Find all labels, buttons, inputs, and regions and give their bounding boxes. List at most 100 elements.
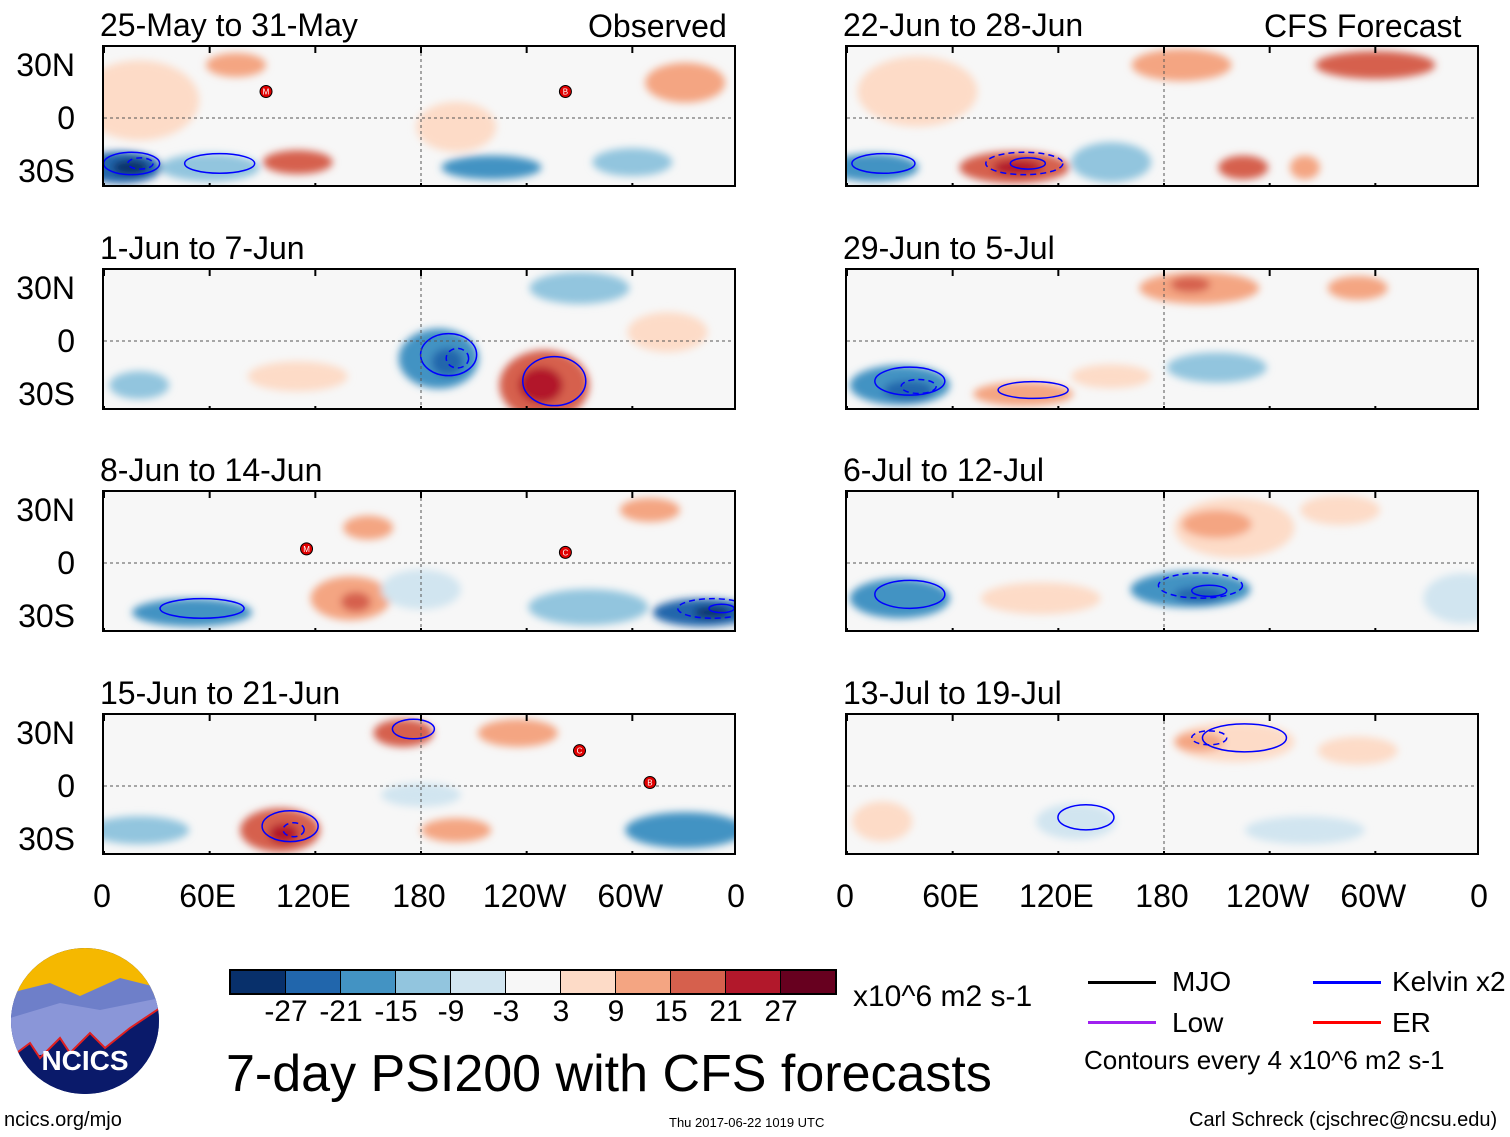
- colorbar-swatch: [671, 971, 726, 993]
- map-panel: [845, 45, 1479, 187]
- legend-mjo-line: [1088, 981, 1156, 984]
- anomaly-region: [1218, 155, 1269, 180]
- colorbar-swatch: [726, 971, 781, 993]
- colorbar-label: -15: [374, 995, 418, 1028]
- anomaly-region: [159, 153, 260, 182]
- anomaly-region: [477, 719, 558, 747]
- kelvin-contour: [851, 152, 916, 175]
- lat-tick-label: 0: [57, 768, 75, 804]
- lat-tick-label: 30S: [18, 376, 75, 412]
- colorbar-swatch: [506, 971, 561, 993]
- map-panel: [845, 268, 1479, 410]
- forecast-column-label: CFS Forecast: [1264, 8, 1462, 44]
- lon-tick-label: 0: [836, 878, 854, 914]
- lat-tick-label: 30N: [16, 492, 75, 528]
- kelvin-contour: [708, 603, 734, 614]
- svg-text:B: B: [563, 88, 568, 97]
- lon-tick-label: 120W: [1225, 878, 1310, 914]
- lat-tick-label: 0: [57, 545, 75, 581]
- anomaly-region: [1423, 573, 1477, 624]
- anomaly-region: [1300, 495, 1381, 525]
- colorbar-swatch: [396, 971, 451, 993]
- colorbar-swatch: [561, 971, 616, 993]
- tropical-cyclone-marker: B: [558, 85, 572, 98]
- colorbar-label: 27: [764, 995, 798, 1028]
- anomaly-region: [109, 371, 170, 400]
- map-panel: [102, 268, 736, 410]
- anomaly-region: [849, 578, 950, 619]
- anomaly-region: [343, 515, 394, 540]
- anomaly-region: [431, 348, 464, 377]
- anomaly-region: [373, 719, 434, 747]
- ncics-logo: NCICS: [11, 948, 159, 1094]
- lon-tick-label: 180: [1135, 878, 1189, 914]
- lon-tick-label: 120E: [275, 878, 351, 914]
- anomaly-region: [1327, 276, 1388, 300]
- lat-tick-label: 30S: [18, 598, 75, 634]
- anomaly-region: [1170, 276, 1211, 293]
- tropical-cyclone-marker: C: [573, 744, 586, 758]
- anomaly-region: [973, 382, 1074, 406]
- kelvin-contour: [1190, 584, 1228, 598]
- anomaly-region: [1035, 803, 1116, 840]
- colorbar-label: -9: [437, 995, 465, 1028]
- footer-url[interactable]: ncics.org/mjo: [4, 1109, 122, 1131]
- kelvin-contour: [445, 347, 470, 369]
- kelvin-contour: [104, 151, 161, 176]
- kelvin-contour: [997, 380, 1069, 400]
- colorbar-swatch: [231, 971, 286, 993]
- kelvin-contour: [874, 579, 946, 610]
- legend-low-label: Low: [1172, 1007, 1224, 1038]
- kelvin-contour: [1190, 730, 1228, 746]
- figure-title: 7-day PSI200 with CFS forecasts: [226, 1045, 992, 1103]
- map-panel: [845, 713, 1479, 855]
- legend-kelvin-label: Kelvin x2: [1392, 966, 1506, 997]
- kelvin-contour: [1157, 572, 1244, 599]
- panel-title: 8-Jun to 14-Jun: [100, 452, 323, 488]
- anomaly-region: [206, 53, 267, 77]
- anomaly-region: [693, 606, 730, 619]
- kelvin-contour: [391, 718, 436, 740]
- legend-low-line: [1088, 1021, 1156, 1024]
- colorbar-units: x10^6 m2 s-1: [853, 980, 1033, 1013]
- lon-tick-label: 180: [392, 878, 446, 914]
- kelvin-contour: [282, 821, 305, 838]
- tropical-cyclone-marker: M: [259, 85, 273, 98]
- lat-tick-label: 0: [57, 100, 75, 136]
- legend-er-label: ER: [1392, 1007, 1431, 1038]
- kelvin-contour: [159, 597, 245, 620]
- colorbar-label: 15: [654, 995, 688, 1028]
- anomaly-region: [518, 367, 563, 404]
- anomaly-region: [980, 582, 1101, 615]
- svg-text:B: B: [647, 778, 652, 787]
- anomaly-region: [625, 812, 734, 849]
- colorbar-label: 3: [552, 995, 570, 1028]
- anomaly-region: [247, 361, 348, 392]
- tropical-cyclone-marker: C: [558, 545, 572, 559]
- panel-title: 22-Jun to 28-Jun: [843, 7, 1084, 43]
- anomaly-region: [619, 498, 680, 522]
- anomaly-region: [857, 56, 978, 127]
- tropical-cyclone-marker: M: [300, 542, 314, 556]
- colorbar-swatch: [451, 971, 506, 993]
- anomaly-region: [1289, 155, 1320, 180]
- colorbar-swatch: [286, 971, 341, 993]
- anomaly-region: [592, 148, 673, 177]
- anomaly-region: [441, 155, 542, 180]
- anomaly-region: [1317, 736, 1398, 765]
- anomaly-region: [268, 823, 299, 844]
- lon-tick-label: 120W: [482, 878, 567, 914]
- anomaly-region: [627, 312, 708, 353]
- panel-title: 29-Jun to 5-Jul: [843, 230, 1055, 266]
- svg-text:M: M: [263, 88, 270, 97]
- lon-tick-label: 60W: [1340, 878, 1407, 914]
- lat-tick-label: 30N: [16, 47, 75, 83]
- legend-kelvin-line: [1313, 981, 1381, 984]
- kelvin-contour: [1057, 803, 1115, 831]
- anomaly-region: [104, 60, 200, 141]
- anomaly-region: [104, 816, 190, 845]
- lon-tick-label: 0: [1470, 878, 1488, 914]
